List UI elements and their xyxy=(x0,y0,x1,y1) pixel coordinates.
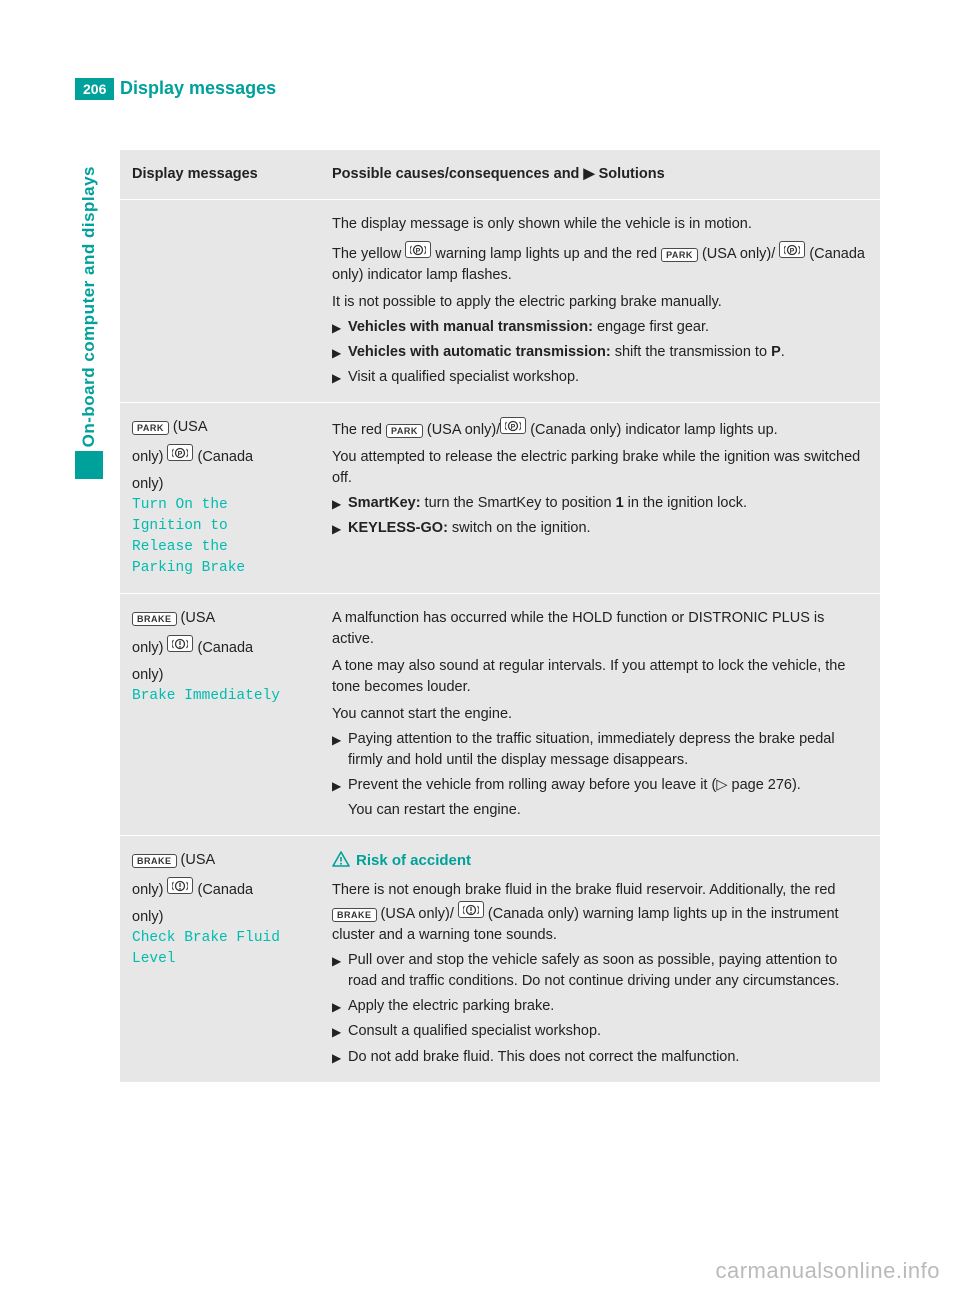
display-message-text: Level xyxy=(132,949,308,970)
exclamation-circle-icon xyxy=(458,901,484,918)
p-circle-icon: P xyxy=(500,417,526,434)
table-cell-left: PARK (USA only) P (Canada only)Turn On the… xyxy=(120,403,320,594)
display-message-text: Release the xyxy=(132,537,308,558)
bullet-arrow-icon: ▶ xyxy=(332,1021,348,1041)
bullet-arrow-icon: ▶ xyxy=(332,729,348,749)
risk-heading: Risk of accident xyxy=(332,850,868,874)
bullet-text: Apply the electric parking brake. xyxy=(348,996,868,1017)
bullet-item: ▶Do not add brake fluid. This does not c… xyxy=(332,1047,868,1068)
text-paragraph: It is not possible to apply the electric… xyxy=(332,292,868,313)
park-icon: PARK xyxy=(132,421,169,435)
bullet-item: ▶KEYLESS-GO: switch on the ignition. xyxy=(332,518,868,539)
p-circle-icon: P xyxy=(779,241,805,258)
table-cell-right: A malfunction has occurred while the HOL… xyxy=(320,594,880,836)
bullet-item: ▶Pull over and stop the vehicle safely a… xyxy=(332,950,868,992)
bullet-text: Vehicles with manual transmission: engag… xyxy=(348,317,868,338)
text-paragraph: There is not enough brake fluid in the b… xyxy=(332,880,868,946)
exclamation-circle-icon xyxy=(167,877,193,894)
text-paragraph: The display message is only shown while … xyxy=(332,214,868,235)
page-number-badge: 206 xyxy=(75,78,114,100)
p-circle-icon: P xyxy=(405,241,431,258)
icon-line: BRAKE (USA xyxy=(132,850,308,871)
table-cell-left: BRAKE (USA only) (Canada only)Brake Immedi… xyxy=(120,594,320,836)
bullet-item: ▶SmartKey: turn the SmartKey to position… xyxy=(332,493,868,514)
table-head-right: Possible causes/consequences and ▶ Solut… xyxy=(320,150,880,200)
bullet-arrow-icon: ▶ xyxy=(332,518,348,538)
page-title: Display messages xyxy=(120,78,276,99)
head-right-prefix: Possible causes/consequences and xyxy=(332,166,583,182)
table-cell-right: Risk of accident There is not enough brak… xyxy=(320,836,880,1082)
display-message-text: Brake Immediately xyxy=(132,686,308,707)
p-circle-icon: P xyxy=(167,444,193,461)
icon-line: only) P (Canada xyxy=(132,444,308,468)
watermark: carmanualsonline.info xyxy=(715,1258,940,1284)
bullet-item: ▶Prevent the vehicle from rolling away b… xyxy=(332,775,868,821)
text-paragraph: You cannot start the engine. xyxy=(332,704,868,725)
solutions-arrow-icon: ▶ xyxy=(583,166,594,182)
text-paragraph: A malfunction has occurred while the HOL… xyxy=(332,608,868,650)
bullet-item: ▶Paying attention to the traffic situati… xyxy=(332,729,868,771)
bullet-item: ▶Vehicles with manual transmission: enga… xyxy=(332,317,868,338)
bullet-item: ▶Apply the electric parking brake. xyxy=(332,996,868,1017)
bullet-arrow-icon: ▶ xyxy=(332,996,348,1016)
bullet-arrow-icon: ▶ xyxy=(332,342,348,362)
side-tab-label: On-board computer and displays xyxy=(79,160,99,447)
bullet-item: ▶Vehicles with automatic transmission: s… xyxy=(332,342,868,363)
table-cell-right: The red PARK (USA only)/P (Canada only) … xyxy=(320,403,880,594)
bullet-text: KEYLESS-GO: switch on the ignition. xyxy=(348,518,868,539)
bullet-arrow-icon: ▶ xyxy=(332,1047,348,1067)
brake-icon: BRAKE xyxy=(132,612,177,626)
park-icon: PARK xyxy=(661,248,698,262)
text-line: only) xyxy=(132,907,308,928)
table-cell-right: The display message is only shown while … xyxy=(320,200,880,403)
text-paragraph: A tone may also sound at regular interva… xyxy=(332,656,868,698)
bullet-text: Visit a qualified specialist workshop. xyxy=(348,367,868,388)
icon-line: only) (Canada xyxy=(132,635,308,659)
text-line: only) xyxy=(132,665,308,686)
brake-icon: BRAKE xyxy=(332,908,377,922)
display-message-text: Parking Brake xyxy=(132,558,308,579)
icon-line: BRAKE (USA xyxy=(132,608,308,629)
display-message-text: Turn On the xyxy=(132,495,308,516)
display-message-text: Ignition to xyxy=(132,516,308,537)
warning-triangle-icon xyxy=(332,851,350,874)
bullet-arrow-icon: ▶ xyxy=(332,317,348,337)
bullet-text: Prevent the vehicle from rolling away be… xyxy=(348,775,868,821)
bullet-text: Do not add brake fluid. This does not co… xyxy=(348,1047,868,1068)
bullet-text: SmartKey: turn the SmartKey to position … xyxy=(348,493,868,514)
icon-line: PARK (USA xyxy=(132,417,308,438)
text-paragraph: The red PARK (USA only)/P (Canada only) … xyxy=(332,417,868,441)
head-right-suffix: Solutions xyxy=(595,166,665,182)
bullet-text: Consult a qualified specialist workshop. xyxy=(348,1021,868,1042)
text-paragraph: You attempted to release the electric pa… xyxy=(332,447,868,489)
bullet-text: Vehicles with automatic transmission: sh… xyxy=(348,342,868,363)
bullet-arrow-icon: ▶ xyxy=(332,367,348,387)
brake-icon: BRAKE xyxy=(132,854,177,868)
text-line: only) xyxy=(132,474,308,495)
table-head-left: Display messages xyxy=(120,150,320,200)
icon-line: only) (Canada xyxy=(132,877,308,901)
exclamation-circle-icon xyxy=(167,635,193,652)
table-cell-left xyxy=(120,200,320,403)
text-paragraph: The yellow P warning lamp lights up and … xyxy=(332,241,868,286)
bullet-item: ▶Consult a qualified specialist workshop… xyxy=(332,1021,868,1042)
bullet-text: Pull over and stop the vehicle safely as… xyxy=(348,950,868,992)
bullet-item: ▶Visit a qualified specialist workshop. xyxy=(332,367,868,388)
svg-text:P: P xyxy=(790,248,795,255)
svg-text:P: P xyxy=(511,424,516,431)
bullet-arrow-icon: ▶ xyxy=(332,775,348,795)
svg-text:P: P xyxy=(416,248,421,255)
svg-text:P: P xyxy=(178,451,183,458)
side-tab-marker xyxy=(75,451,103,479)
bullet-text: Paying attention to the traffic situatio… xyxy=(348,729,868,771)
park-icon: PARK xyxy=(386,424,423,438)
messages-table: Display messages Possible causes/consequ… xyxy=(120,150,880,1082)
bullet-arrow-icon: ▶ xyxy=(332,493,348,513)
table-cell-left: BRAKE (USA only) (Canada only)Check Brake … xyxy=(120,836,320,1082)
side-tab: On-board computer and displays xyxy=(75,160,103,479)
bullet-arrow-icon: ▶ xyxy=(332,950,348,970)
display-message-text: Check Brake Fluid xyxy=(132,928,308,949)
